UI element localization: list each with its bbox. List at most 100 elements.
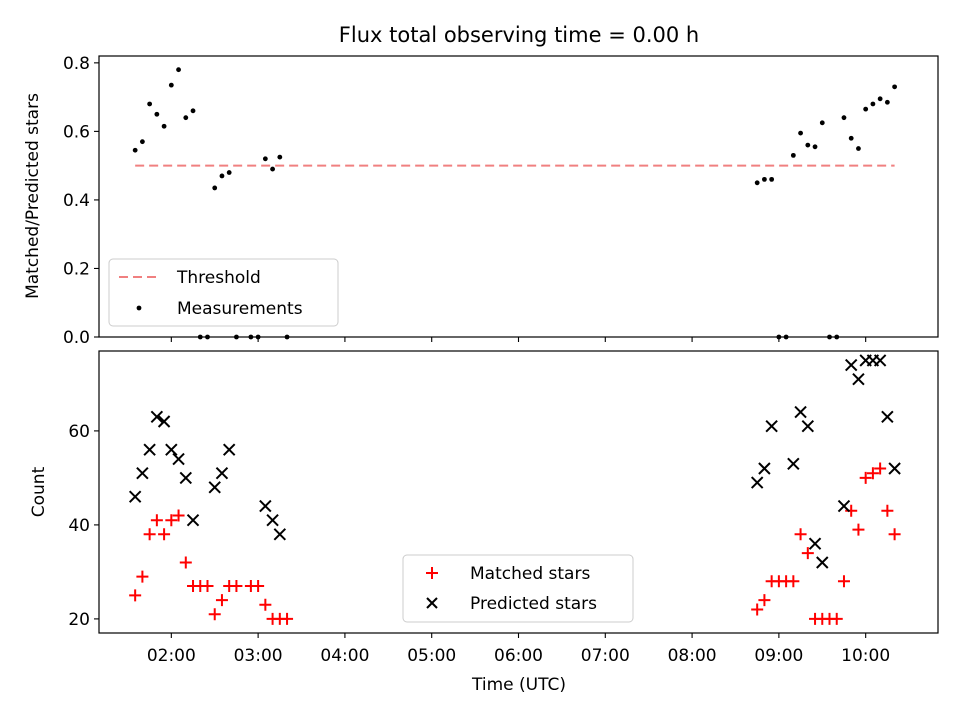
measurement-point	[769, 176, 775, 182]
predicted-star-marker	[852, 372, 865, 386]
measurement-point	[863, 106, 869, 112]
matched-star-marker	[150, 514, 163, 527]
measurement-point	[161, 123, 167, 129]
matched-star-marker	[158, 528, 171, 541]
predicted-star-marker	[266, 513, 279, 527]
matched-star-marker	[837, 575, 850, 588]
predicted-star-marker	[844, 358, 858, 372]
matched-star-marker	[129, 589, 142, 602]
bottom-y-tick-label: 40	[68, 516, 90, 536]
matched-star-marker	[787, 575, 800, 588]
predicted-star-marker	[150, 410, 164, 424]
matched-star-marker	[136, 570, 149, 583]
legend-measurements-label: Measurements	[177, 299, 303, 319]
x-tick-label: 09:00	[754, 646, 803, 666]
predicted-star-marker	[136, 466, 149, 480]
matched-star-marker	[281, 612, 294, 625]
predicted-star-marker	[808, 537, 822, 550]
x-tick-label: 05:00	[407, 646, 456, 666]
bottom-legend-box	[402, 554, 634, 623]
legend-measurements-swatch	[136, 305, 142, 311]
measurement-point	[848, 135, 854, 141]
matched-star-marker	[845, 504, 858, 517]
top-legend: Threshold Measurements	[108, 258, 339, 327]
matched-star-marker	[172, 509, 185, 522]
matched-star-marker	[215, 594, 228, 607]
bottom-y-axis-label: Count	[29, 466, 49, 517]
measurement-point	[762, 176, 767, 182]
predicted-star-marker	[259, 499, 272, 513]
top-legend-box	[108, 258, 339, 327]
matched-star-marker	[751, 603, 764, 616]
x-tick-label: 07:00	[581, 646, 630, 666]
x-tick-label: 06:00	[494, 646, 543, 666]
measurement-point	[132, 147, 138, 153]
legend-predicted-label: Predicted stars	[470, 594, 597, 614]
predicted-star-marker	[157, 415, 171, 428]
predicted-star-marker	[873, 354, 887, 367]
measurement-point	[884, 99, 890, 105]
top-panel: 0.00.20.40.60.8 Matched/Predicted stars …	[23, 54, 939, 348]
predicted-star-marker	[186, 513, 200, 527]
predicted-star-marker	[172, 452, 185, 466]
predicted-star-marker	[128, 490, 142, 503]
measurement-point	[812, 144, 818, 150]
matched-star-marker	[794, 528, 807, 541]
matched-star-marker	[259, 598, 272, 611]
bottom-y-ticks: 20 40 60	[68, 422, 99, 630]
bottom-x-ticks: 02:00 03:00 04:00 05:00 06:00 07:00 08:00 09:00…	[147, 633, 890, 666]
bottom-legend: Matched stars Predicted stars	[402, 554, 634, 623]
predicted-star-marker	[222, 443, 236, 456]
legend-predicted-swatch	[426, 597, 438, 609]
x-tick-label: 08:00	[668, 646, 717, 666]
measurement-point	[892, 84, 898, 90]
bottom-panel: 20 40 60 02:00 03:00 04:00 05:00 06:00 07:00 08:…	[29, 350, 939, 695]
predicted-star-markers	[128, 354, 901, 569]
bottom-y-tick-label: 20	[68, 610, 90, 630]
matched-star-markers	[129, 462, 901, 625]
measurement-point	[183, 115, 189, 121]
measurement-point	[805, 142, 811, 148]
matched-star-marker	[866, 467, 879, 480]
measurement-point	[754, 180, 760, 186]
measurement-point	[877, 96, 883, 102]
matched-star-marker	[801, 547, 814, 560]
top-y-tick-label: 0.0	[63, 328, 90, 348]
measurement-point	[819, 120, 825, 126]
top-y-tick-label: 0.6	[63, 122, 90, 142]
top-y-ticks: 0.0 0.2 0.4 0.6 0.8	[63, 54, 99, 348]
bottom-y-tick-label: 60	[68, 422, 90, 442]
measurement-point	[190, 108, 196, 114]
top-x-ticks	[170, 337, 867, 342]
measurement-point	[212, 185, 218, 191]
predicted-star-marker	[765, 419, 778, 433]
predicted-star-marker	[837, 499, 851, 513]
matched-star-marker	[881, 504, 894, 517]
predicted-star-marker	[888, 462, 901, 475]
x-tick-label: 02:00	[147, 646, 196, 666]
measurement-points	[132, 67, 898, 340]
measurement-point	[139, 139, 145, 145]
matched-star-marker	[874, 462, 887, 475]
matched-star-marker	[165, 514, 178, 527]
x-tick-label: 04:00	[320, 646, 369, 666]
x-tick-label: 10:00	[841, 646, 890, 666]
top-y-tick-label: 0.4	[63, 191, 90, 211]
measurement-point	[176, 67, 181, 73]
measurement-point	[798, 130, 803, 136]
predicted-star-marker	[794, 405, 807, 419]
predicted-star-marker	[179, 471, 193, 485]
predicted-star-marker	[208, 481, 221, 494]
matched-star-marker	[252, 580, 265, 592]
top-y-tick-label: 0.8	[63, 54, 90, 74]
measurement-point	[168, 82, 174, 88]
legend-threshold-label: Threshold	[176, 268, 261, 288]
top-y-tick-label: 0.2	[63, 259, 90, 279]
matched-star-marker	[888, 528, 901, 541]
measurement-point	[270, 166, 275, 172]
measurement-point	[790, 152, 796, 158]
measurement-point	[147, 101, 153, 107]
measurement-point	[154, 111, 160, 117]
measurement-point	[841, 115, 847, 121]
